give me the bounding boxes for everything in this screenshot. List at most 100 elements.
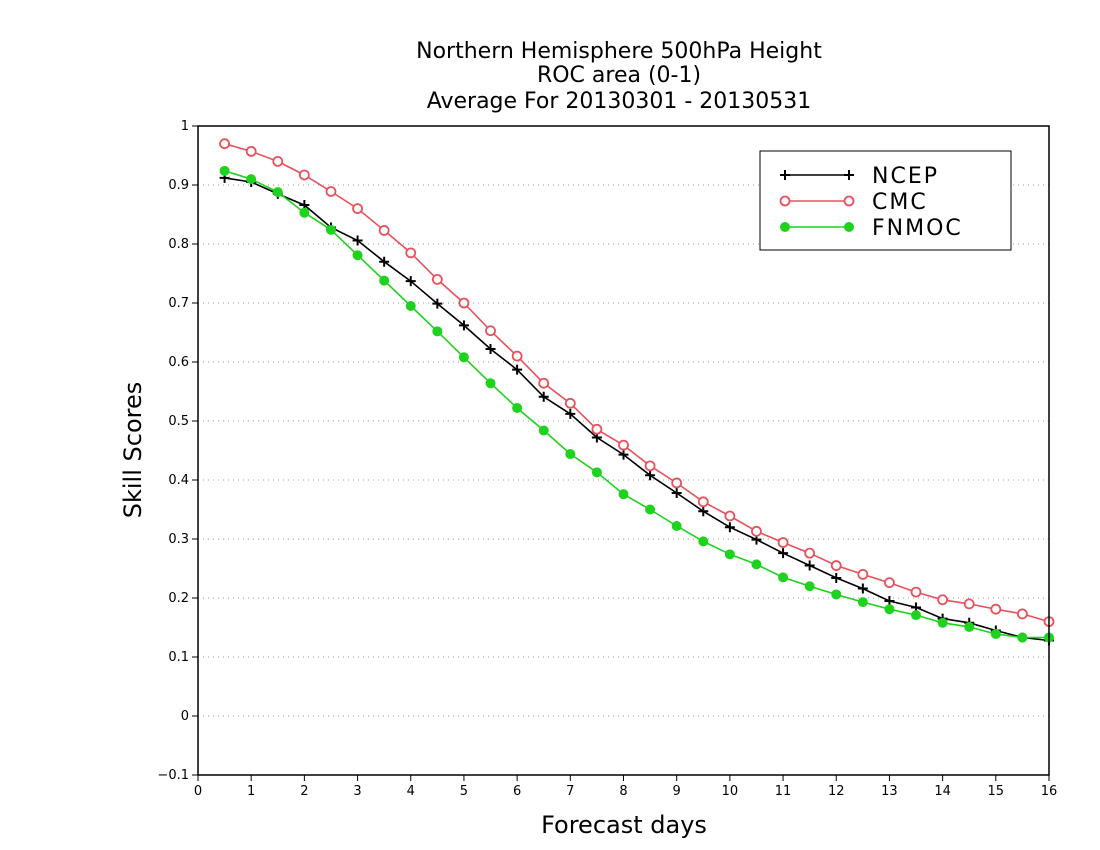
data-point-fnmoc [405,300,416,311]
data-point-fnmoc [724,549,735,560]
data-point-fnmoc [458,352,469,363]
data-point-cmc [272,155,284,167]
x-tick-label: 0 [194,784,202,799]
y-tick-label: 1 [181,119,189,134]
y-tick-label: 0.9 [168,178,189,193]
y-tick-label: 0.6 [168,355,189,370]
data-point-ncep [831,572,842,583]
data-point-fnmoc [964,621,975,632]
y-tick-label: 0.1 [168,650,189,665]
legend-entry-ncep: NCEP [780,164,939,189]
legend-marker-fnmoc [780,222,790,232]
y-tick-label: 0.3 [168,532,189,547]
data-point-cmc [485,325,496,337]
y-tick-label: 0.2 [168,591,189,606]
data-point-fnmoc [804,581,815,592]
data-point-cmc [990,603,1002,615]
data-point-ncep [432,298,443,309]
y-tick-label: 0.8 [168,237,189,252]
data-point-cmc [458,297,470,309]
x-tick-label: 5 [460,784,468,799]
legend-marker-cmc [843,195,855,207]
legend-marker-cmc [779,195,791,207]
x-tick-label: 6 [513,784,521,799]
data-point-cmc [777,537,789,548]
series-line-ncep [224,177,1050,642]
data-point-ncep [379,256,390,267]
data-point-ncep [485,344,496,355]
legend-marker-ncep [780,170,790,180]
data-point-cmc [1017,608,1028,620]
data-point-cmc [724,510,736,522]
data-point-cmc [910,586,922,598]
data-point-fnmoc [565,449,576,460]
x-tick-label: 14 [934,784,951,799]
data-point-fnmoc [219,165,230,176]
data-point-fnmoc [645,504,656,515]
data-point-fnmoc [1017,632,1028,643]
legend-marker-fnmoc [844,222,854,232]
x-tick-label: 9 [673,784,681,799]
data-point-fnmoc [379,275,390,286]
data-point-cmc [431,273,443,285]
data-point-fnmoc [432,326,443,337]
data-point-fnmoc [990,628,1001,639]
data-point-ncep [857,583,868,594]
data-point-fnmoc [272,187,283,198]
legend-entry-fnmoc: FNMOC [780,216,961,241]
data-point-cmc [538,377,550,389]
y-axis-label: Skill Scores [119,382,147,519]
data-point-cmc [671,477,683,489]
data-point-cmc [618,439,629,451]
x-tick-label: 16 [1041,784,1058,799]
data-point-fnmoc [778,572,789,583]
data-point-cmc [591,423,603,435]
data-point-cmc [405,247,417,259]
x-tick-label: 7 [566,784,574,799]
series-layer [219,138,1055,646]
x-tick-label: 8 [619,784,627,799]
data-point-cmc [325,186,337,197]
data-point-fnmoc [352,250,363,261]
x-tick-label: 2 [300,784,308,799]
data-point-ncep [565,408,576,419]
data-point-cmc [378,225,390,236]
chart-title: Northern Hemisphere 500hPa Height ROC ar… [416,39,822,114]
x-tick-label: 13 [881,784,898,799]
data-point-cmc [830,560,842,571]
data-point-fnmoc [857,597,868,608]
x-tick-label: 1 [247,784,255,799]
data-point-cmc [564,397,576,409]
data-point-fnmoc [884,604,895,615]
data-point-ncep [724,522,735,533]
x-axis-label: Forecast days [541,811,707,839]
data-point-fnmoc [538,425,549,436]
legend-entry-cmc: CMC [779,190,928,215]
data-point-ncep [645,470,656,481]
data-point-ncep [352,235,363,246]
y-tick-label: 0.5 [168,414,189,429]
data-point-fnmoc [246,174,257,185]
legend-marker-ncep [844,170,854,180]
y-tick-label: 0 [181,709,189,724]
legend-label-ncep: NCEP [872,164,939,189]
data-point-ncep [618,449,629,460]
data-point-fnmoc [591,467,602,478]
data-point-cmc [697,496,709,508]
y-axis: −0.1 0 0.1 0.2 0.3 0.4 0.5 0.6 0.7 0.8 0.9 1 [157,119,198,783]
series-cmc [219,138,1055,627]
data-point-fnmoc [485,378,496,389]
data-point-cmc [219,138,230,150]
data-point-fnmoc [325,224,336,235]
x-tick-label: 3 [353,784,361,799]
data-point-ncep [671,487,682,498]
y-tick-label: 0.4 [168,473,189,488]
data-point-fnmoc [671,521,682,532]
legend-label-cmc: CMC [872,190,928,215]
title-line-2: ROC area (0-1) [537,63,701,88]
data-point-cmc [804,547,816,559]
data-point-ncep [458,320,469,331]
data-point-fnmoc [911,610,922,621]
